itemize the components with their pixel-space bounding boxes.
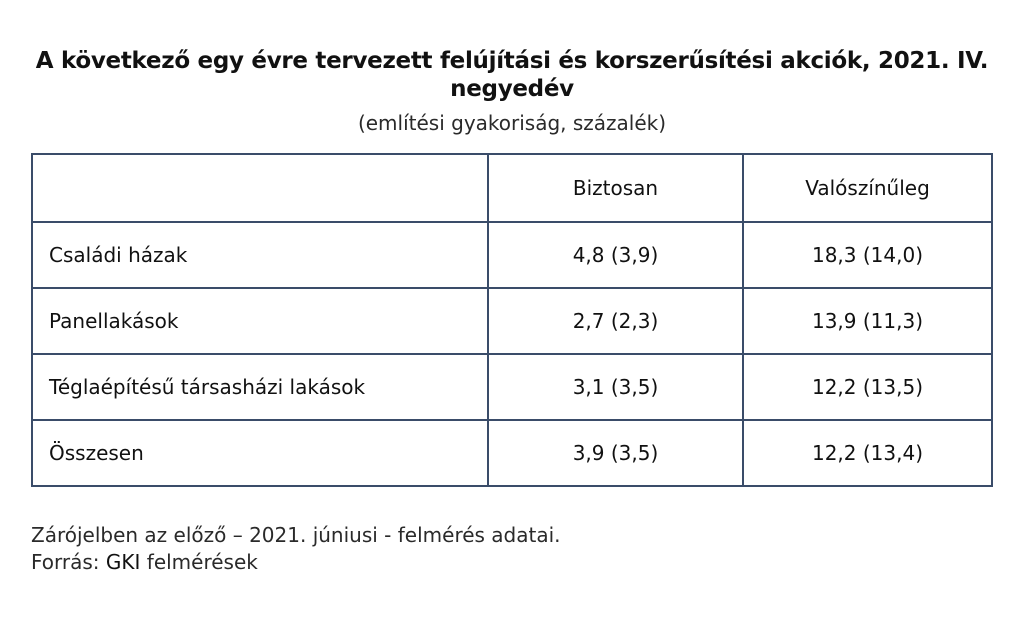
- cell-biztosan: 2,7 (2,3): [487, 287, 744, 355]
- cell-biztosan: 3,9 (3,5): [487, 419, 744, 487]
- chart-subtitle: (említési gyakoriság, százalék): [357, 111, 667, 135]
- cell-valoszinuleg: 12,2 (13,4): [742, 419, 993, 487]
- table-header-row: Biztosan Valószínűleg: [31, 153, 993, 223]
- row-label: Panellakások: [31, 287, 489, 355]
- table-row: Összesen 3,9 (3,5) 12,2 (13,4): [31, 419, 993, 487]
- source-prefix: Forrás:: [31, 550, 106, 574]
- source-suffix: felmérések: [140, 550, 258, 574]
- table-row: Családi házak 4,8 (3,9) 18,3 (14,0): [31, 221, 993, 289]
- cell-valoszinuleg: 13,9 (11,3): [742, 287, 993, 355]
- header-cell-valoszinuleg: Valószínűleg: [742, 153, 993, 223]
- footnote: Zárójelben az előző – 2021. júniusi - fe…: [31, 523, 561, 547]
- row-label: Családi házak: [31, 221, 489, 289]
- cell-biztosan: 3,1 (3,5): [487, 353, 744, 421]
- source-line: Forrás: GKI felmérések: [31, 549, 258, 575]
- data-table: Biztosan Valószínűleg Családi házak 4,8 …: [31, 153, 993, 487]
- chart-title-line-2: negyedév: [450, 76, 574, 102]
- cell-biztosan: 4,8 (3,9): [487, 221, 744, 289]
- row-label: Téglaépítésű társasházi lakások: [31, 353, 489, 421]
- table-row: Téglaépítésű társasházi lakások 3,1 (3,5…: [31, 353, 993, 421]
- chart-title-line-1: A következő egy évre tervezett felújítás…: [35, 48, 989, 74]
- chart-title: A következő egy évre tervezett felújítás…: [20, 47, 1004, 103]
- header-cell-biztosan: Biztosan: [487, 153, 744, 223]
- header-cell-empty: [31, 153, 489, 223]
- source-org: GKI: [105, 550, 141, 574]
- cell-valoszinuleg: 12,2 (13,5): [742, 353, 993, 421]
- cell-valoszinuleg: 18,3 (14,0): [742, 221, 993, 289]
- row-label: Összesen: [31, 419, 489, 487]
- table-row: Panellakások 2,7 (2,3) 13,9 (11,3): [31, 287, 993, 355]
